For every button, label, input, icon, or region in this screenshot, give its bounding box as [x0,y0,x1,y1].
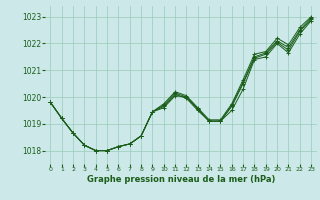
X-axis label: Graphe pression niveau de la mer (hPa): Graphe pression niveau de la mer (hPa) [87,175,275,184]
